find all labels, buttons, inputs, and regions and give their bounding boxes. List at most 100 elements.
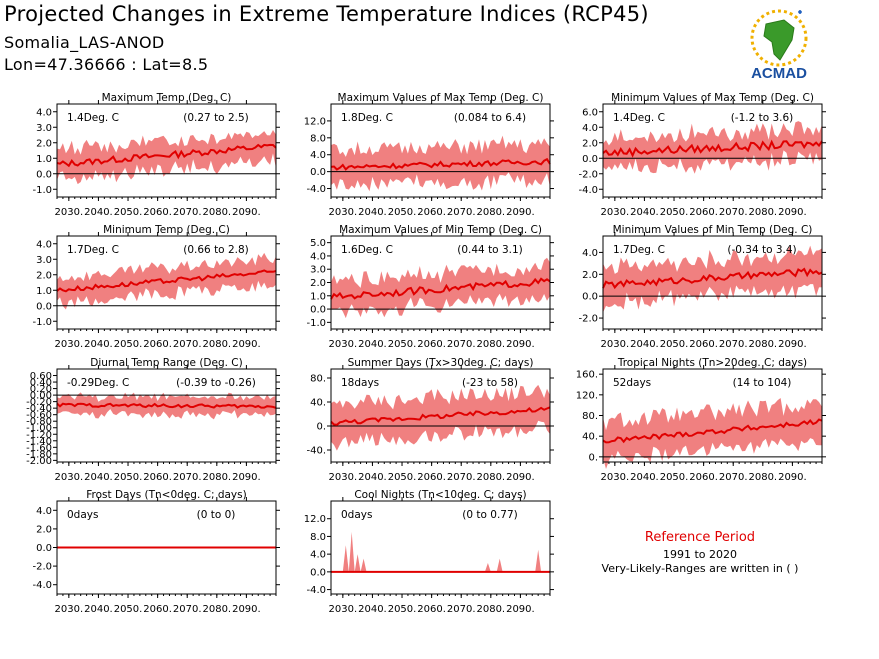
reference-period-note: Very-Likely-Ranges are written in ( ) [601, 562, 799, 575]
x-tick-label: 2090. [232, 207, 261, 218]
x-tick-label: 2090. [506, 604, 535, 615]
y-tick-label: 0.0 [310, 567, 326, 578]
coordinates-subtitle: Lon=47.36666 : Lat=8.5 [4, 55, 209, 74]
panel-title: Frost Days (Tn<0deg. C; days) [86, 489, 246, 501]
median-line [330, 157, 551, 171]
x-tick-label: 2050. [388, 339, 417, 350]
x-tick-label: 2040. [358, 604, 387, 615]
logo-text: ACMAD [751, 65, 807, 82]
x-tick-label: 2060. [689, 339, 718, 350]
x-tick-label: 2080. [202, 604, 231, 615]
y-tick-label: 12.0 [304, 116, 326, 127]
y-tick-label: 12.0 [304, 514, 326, 525]
x-tick-label: 2080. [748, 339, 777, 350]
x-tick-label: 2070. [447, 207, 476, 218]
y-tick-label: 4.0 [310, 251, 326, 262]
x-tick-label: 2040. [358, 472, 387, 483]
panel-range-label: (0 to 0.77) [462, 509, 517, 521]
x-tick-label: 2060. [417, 207, 446, 218]
x-tick-label: 2090. [778, 472, 807, 483]
x-tick-label: 2050. [114, 339, 143, 350]
panel-value-label: 1.7Deg. C [613, 244, 665, 256]
y-tick-label: -4.0 [306, 585, 326, 596]
panel-title: Cool Nights (Tn<10deg. C; days) [354, 489, 526, 501]
y-tick-label: 1.0 [36, 154, 52, 165]
y-tick-label: 160. [576, 370, 598, 381]
panel-title: Maximum Temp (Deg. C) [102, 92, 232, 104]
panel-value-label: 1.4Deg. C [67, 112, 119, 124]
x-tick-label: 2060. [417, 339, 446, 350]
panel-value-label: -0.29Deg. C [67, 377, 129, 389]
x-tick-label: 2030. [55, 339, 84, 350]
panel-range-label: (-1.2 to 3.6) [731, 112, 794, 124]
panel-range-label: (0.084 to 6.4) [454, 112, 526, 124]
x-tick-label: 2030. [601, 472, 630, 483]
chart-panel: 12.0 8.0 4.0 0.0 -4.0 2030. 2040. 2050. 2060. 207… [304, 92, 554, 218]
panel-value-label: 1.4Deg. C [613, 112, 665, 124]
x-tick-label: 2080. [476, 339, 505, 350]
panel-title: Diurnal Temp Range (Deg. C) [90, 357, 242, 369]
x-tick-label: 2050. [660, 207, 689, 218]
x-tick-label: 2080. [748, 207, 777, 218]
x-tick-label: 2090. [778, 339, 807, 350]
y-tick-label: 0.0 [310, 167, 326, 178]
y-tick-label: 3.0 [36, 255, 52, 266]
y-tick-label: 0.0 [582, 292, 598, 303]
y-tick-label: -1.0 [32, 185, 52, 196]
x-tick-label: 2030. [329, 207, 358, 218]
x-tick-label: 2030. [601, 339, 630, 350]
x-tick-label: 2060. [689, 472, 718, 483]
x-tick-label: 2050. [388, 207, 417, 218]
reference-period-years: 1991 to 2020 [662, 548, 738, 561]
y-tick-label: 0. [316, 422, 326, 433]
y-tick-label: 2.0 [310, 278, 326, 289]
y-tick-label: 0.20 [30, 384, 52, 395]
panel-range-label: (0.44 to 3.1) [457, 244, 523, 256]
y-tick-label: 40. [582, 432, 598, 443]
x-tick-label: 2090. [232, 604, 261, 615]
x-tick-label: 2050. [388, 472, 417, 483]
panel-title: Maximum Values of Max Temp (Deg. C) [338, 92, 544, 104]
x-tick-label: 2080. [476, 207, 505, 218]
plot-frame [56, 368, 277, 463]
x-tick-label: 2060. [143, 339, 172, 350]
x-tick-label: 2030. [329, 472, 358, 483]
chart-panel: 80. 40. 0. -40. 2030. 2040. 2050. 2060. 2070. 208… [306, 357, 554, 483]
x-tick-label: 2090. [506, 339, 535, 350]
chart-panel: 0.600.400.200.00-0.20-0.40-0.60-0.80-1.0… [26, 357, 280, 483]
panel-range-label: (0.27 to 2.5) [183, 112, 249, 124]
y-tick-label: 80. [582, 411, 598, 422]
y-tick-label: -0.40 [26, 404, 52, 415]
median-line [602, 267, 823, 290]
x-tick-label: 2040. [358, 339, 387, 350]
y-tick-label: -4.0 [578, 185, 598, 196]
range-spike [535, 549, 542, 572]
range-spike [342, 545, 349, 572]
y-tick-label: 4.0 [310, 550, 326, 561]
y-tick-label: 0.0 [582, 154, 598, 165]
y-tick-label: -40. [306, 446, 326, 457]
x-tick-label: 2050. [660, 472, 689, 483]
x-tick-label: 2030. [55, 207, 84, 218]
y-tick-label: -2.0 [578, 169, 598, 180]
x-tick-label: 2030. [329, 339, 358, 350]
panel-value-label: 18days [341, 377, 379, 389]
x-tick-label: 2050. [114, 472, 143, 483]
y-tick-label: 4.0 [36, 506, 52, 517]
y-tick-label: 0.0 [36, 543, 52, 554]
median-line [330, 277, 551, 300]
plot-frame [330, 500, 551, 595]
y-tick-label: -2.0 [32, 562, 52, 573]
y-tick-label: 0.60 [30, 371, 52, 382]
x-tick-label: 2060. [417, 472, 446, 483]
median-line [56, 143, 277, 168]
y-tick-label: 2.0 [36, 524, 52, 535]
x-tick-label: 2040. [84, 472, 113, 483]
x-tick-label: 2060. [143, 207, 172, 218]
x-tick-label: 2030. [329, 604, 358, 615]
y-tick-label: -2.00 [26, 456, 52, 467]
panel-range-label: (0.66 to 2.8) [183, 244, 249, 256]
panel-range-label: (-0.34 to 3.4) [727, 244, 796, 256]
